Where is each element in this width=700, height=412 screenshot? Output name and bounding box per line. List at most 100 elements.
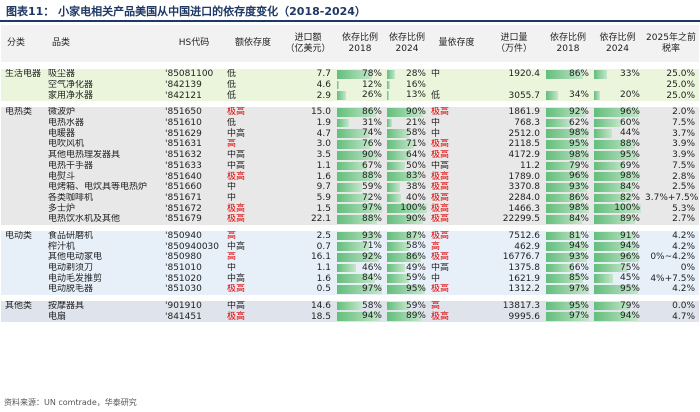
- col-header: 依存比例 2024: [592, 25, 643, 63]
- share-value: 86%: [568, 69, 589, 79]
- import-value: 1.1: [281, 160, 335, 172]
- share-bar-fill: [546, 312, 589, 322]
- product-name: 电动剃须刀: [46, 262, 163, 274]
- hs-code: '842121: [163, 90, 225, 102]
- share-bar-fill: [337, 214, 377, 224]
- import-volume: 462.9: [484, 241, 544, 252]
- share-bar-fill: [594, 301, 631, 311]
- share-value: 58%: [405, 128, 426, 139]
- share-value: 46%: [361, 262, 382, 273]
- share-value: 98%: [568, 149, 589, 160]
- share-bar-fill: [594, 108, 639, 117]
- value-share-2018: 78%: [335, 69, 385, 80]
- share-value: 88%: [361, 171, 382, 182]
- volume-share-2024: 98%: [592, 171, 643, 182]
- share-bar-fill: [594, 150, 639, 160]
- value-share-2024: 86%: [385, 252, 429, 263]
- import-volume: 9995.6: [484, 311, 544, 323]
- product-name: 空气净化器: [46, 79, 163, 91]
- share-value: 89%: [619, 213, 640, 224]
- share-bar-fill: [546, 214, 583, 224]
- table-row: 电烤箱、电炊具等电热炉 '851660 中 9.7 59% 38% 极高 3370.8 93% 8…: [1, 181, 699, 193]
- category-cell: [1, 79, 46, 91]
- share-bar-fill: [546, 253, 587, 262]
- volume-share-2018: 98%: [544, 128, 592, 140]
- title-rule: [0, 20, 700, 22]
- header-row: 分类 品类 HS代码 额依存度 进口额 （亿美元） 依存比例 2018 依存比例…: [1, 25, 699, 63]
- share-value: 91%: [619, 230, 640, 241]
- share-bar-fill: [546, 274, 583, 284]
- volume-share-2018: 97%: [544, 311, 592, 323]
- volume-dependency-level: 极高: [429, 230, 484, 242]
- volume-share-2024: [592, 79, 643, 91]
- share-bar-fill: [594, 253, 639, 262]
- share-value: 97%: [361, 203, 382, 214]
- hs-code: '850980: [163, 252, 225, 263]
- share-value: 64%: [405, 149, 426, 160]
- value-share-2018: 93%: [335, 230, 385, 242]
- share-value: 88%: [619, 139, 640, 150]
- value-share-2018: 97%: [335, 203, 385, 214]
- value-share-2018: 86%: [335, 107, 385, 118]
- volume-share-2024: 44%: [592, 128, 643, 140]
- import-volume: 2284.0: [484, 192, 544, 204]
- share-value: 86%: [568, 192, 589, 203]
- volume-dependency-level: 中: [429, 128, 484, 140]
- product-name: 食品研磨机: [46, 230, 163, 242]
- share-bar-fill: [387, 70, 396, 79]
- col-header: 额依存度: [225, 25, 281, 63]
- hs-code: '851020: [163, 273, 225, 285]
- hs-code: '851679: [163, 213, 225, 225]
- share-value: 90%: [361, 149, 382, 160]
- volume-dependency-level: 极高: [429, 181, 484, 193]
- volume-dependency-level: 极高: [429, 171, 484, 182]
- value-dependency-level: 低: [225, 69, 281, 80]
- import-value: 1.9: [281, 117, 335, 129]
- table-row: 其他类 按摩器具 '901910 中高 14.6 58% 59% 高 13817.3 95% 79%…: [1, 300, 699, 312]
- import-volume: 16776.7: [484, 252, 544, 263]
- value-dependency-level: 中高: [225, 160, 281, 172]
- category-cell: 其他类: [1, 300, 46, 312]
- share-bar-fill: [337, 140, 371, 149]
- volume-share-2018: 79%: [544, 160, 592, 172]
- import-value: 15.0: [281, 107, 335, 118]
- volume-share-2024: 60%: [592, 117, 643, 129]
- share-value: 58%: [405, 241, 426, 252]
- import-volume: 7512.6: [484, 230, 544, 242]
- import-volume: 1375.8: [484, 262, 544, 274]
- value-share-2024: 58%: [385, 241, 429, 252]
- value-dependency-level: 低: [225, 117, 281, 129]
- share-bar-fill: [546, 193, 584, 203]
- share-bar-fill: [594, 182, 633, 192]
- volume-share-2024: 96%: [592, 107, 643, 118]
- volume-share-2018: 62%: [544, 117, 592, 129]
- product-name: 各类咖啡机: [46, 192, 163, 204]
- volume-share-2024: 95%: [592, 284, 643, 295]
- volume-dependency-level: 极高: [429, 284, 484, 295]
- share-bar-fill: [337, 118, 349, 128]
- share-value: 89%: [405, 311, 426, 322]
- value-share-2018: 72%: [335, 192, 385, 204]
- tariff-rate: 4%+7.5%: [643, 273, 699, 285]
- value-share-2018: 84%: [335, 273, 385, 285]
- category-cell: [1, 128, 46, 140]
- product-name: 电扇: [46, 311, 163, 323]
- value-dependency-level: 中: [225, 262, 281, 274]
- share-bar-fill: [594, 70, 607, 79]
- share-value: 85%: [568, 273, 589, 284]
- share-bar-fill: [387, 214, 423, 224]
- volume-share-2024: 79%: [592, 300, 643, 312]
- value-dependency-level: 极高: [225, 311, 281, 323]
- volume-dependency-level: 极高: [429, 149, 484, 161]
- category-cell: [1, 273, 46, 285]
- product-name: 电烤箱、电炊具等电热炉: [46, 181, 163, 193]
- share-value: 66%: [568, 262, 589, 273]
- share-value: 93%: [568, 252, 589, 262]
- share-bar-fill: [387, 274, 409, 284]
- share-value: 95%: [568, 300, 589, 311]
- import-volume: 1312.2: [484, 284, 544, 295]
- import-value: 3.5: [281, 149, 335, 161]
- value-dependency-level: 高: [225, 230, 281, 242]
- tariff-rate: 3.9%: [643, 139, 699, 150]
- share-bar-fill: [387, 193, 401, 203]
